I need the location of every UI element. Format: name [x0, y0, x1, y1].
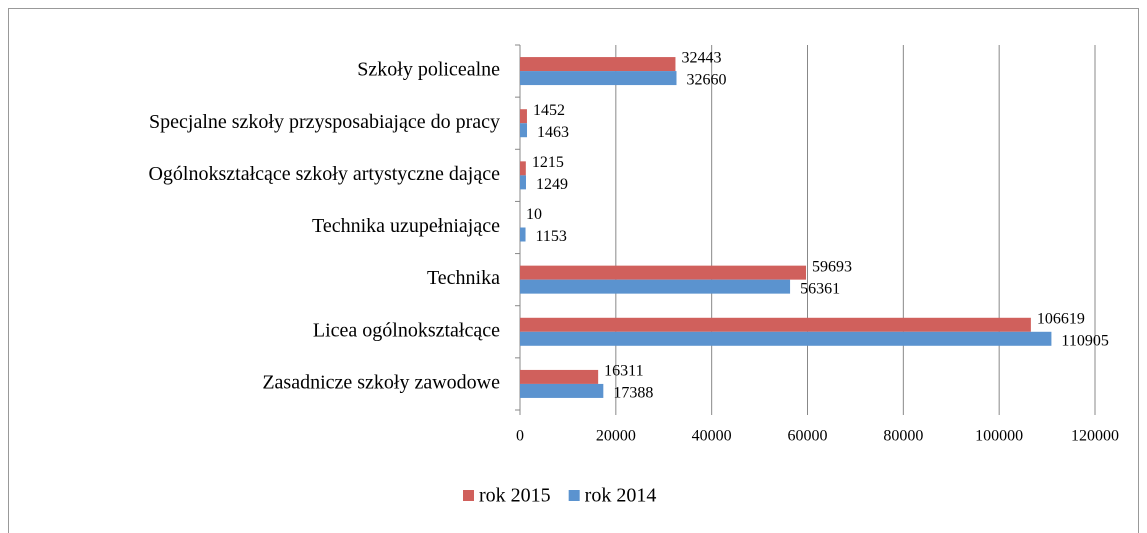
data-label: 32660: [686, 72, 726, 89]
bar: [520, 71, 677, 86]
data-label: 56361: [800, 280, 840, 297]
data-label: 110905: [1061, 332, 1108, 349]
x-tick-label: 0: [516, 428, 524, 445]
data-label: 106619: [1037, 310, 1085, 327]
y-tick-label: Technika uzupełniające: [312, 215, 500, 237]
bar: [520, 317, 1031, 332]
data-label: 1215: [532, 154, 564, 171]
legend-swatch: [568, 490, 580, 501]
y-tick-label: Licea ogólnokształcące: [313, 319, 500, 341]
bar: [520, 123, 528, 138]
data-label: 10: [526, 206, 542, 223]
data-label: 1452: [533, 102, 565, 119]
x-tick-label: 60000: [788, 428, 828, 445]
bar: [520, 227, 526, 242]
bar: [520, 383, 604, 398]
x-tick-label: 120000: [1071, 428, 1119, 445]
data-label: 1249: [536, 176, 568, 193]
data-label: 32443: [681, 50, 721, 67]
y-tick-label: Zasadnicze szkoły zawodowe: [262, 372, 500, 394]
bar: [520, 369, 599, 384]
bar: [520, 109, 527, 124]
legend-label: rok 2015: [479, 485, 551, 507]
x-tick-label: 20000: [596, 428, 636, 445]
bar: [520, 175, 526, 190]
data-label: 17388: [613, 385, 653, 402]
bar: [520, 331, 1052, 346]
x-tick-label: 40000: [692, 428, 732, 445]
bar: [520, 161, 526, 176]
chart-frame: [8, 8, 1139, 533]
data-label: 16311: [604, 363, 643, 380]
x-tick-label: 100000: [975, 428, 1023, 445]
legend-swatch: [463, 490, 474, 501]
data-label: 1463: [537, 124, 569, 141]
legend-label: rok 2014: [585, 485, 657, 507]
y-tick-label: Technika: [427, 267, 500, 289]
y-tick-label: Szkoły policealne: [357, 59, 500, 81]
bar: [520, 57, 676, 72]
data-label: 1153: [536, 228, 567, 245]
bar: [520, 265, 807, 280]
data-label: 59693: [812, 258, 852, 275]
y-tick-label: Ogólnokształcące szkoły artystyczne dają…: [148, 163, 500, 185]
bar: [520, 279, 791, 294]
y-tick-label: Specjalne szkoły przysposabiające do pra…: [149, 111, 500, 133]
x-tick-label: 80000: [883, 428, 923, 445]
